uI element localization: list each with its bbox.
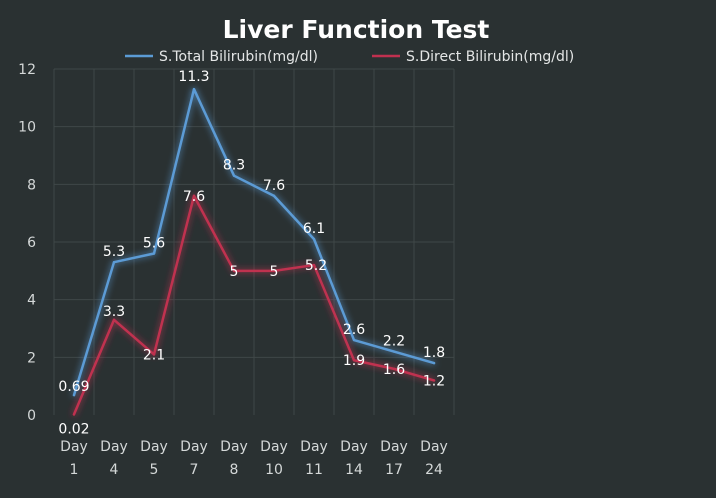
x-tick-label: Day 1 — [60, 439, 88, 478]
data-label: 2.6 — [343, 322, 365, 338]
legend: S.Total Bilirubin(mg/dl) S.Direct Bilirub… — [125, 49, 574, 65]
data-label: 0.69 — [58, 379, 89, 395]
x-tick-label: Day 11 — [300, 439, 328, 478]
data-label: 5 — [270, 264, 279, 280]
series-layer — [72, 87, 436, 416]
data-point — [352, 338, 356, 342]
data-label: 5 — [230, 264, 239, 280]
y-tick-label: 12 — [18, 62, 36, 78]
data-point — [432, 361, 436, 365]
data-label: 7.6 — [263, 178, 285, 194]
data-label: 5.3 — [103, 244, 125, 260]
data-label: 2.2 — [383, 334, 405, 350]
data-label: 3.3 — [103, 304, 125, 320]
data-point — [152, 252, 156, 255]
data-label: 1.8 — [423, 345, 445, 361]
legend-label: S.Direct Bilirubin(mg/dl) — [406, 49, 574, 65]
data-point — [272, 194, 276, 198]
data-point — [152, 353, 156, 356]
x-tick-label: Day 24 — [420, 439, 448, 478]
data-label: 11.3 — [178, 69, 209, 85]
x-tick-label: Day 10 — [260, 439, 288, 478]
data-point — [192, 87, 196, 91]
y-tick-label: 10 — [18, 120, 36, 136]
data-label: 2.1 — [143, 347, 165, 363]
data-point — [72, 413, 76, 416]
data-point — [312, 263, 316, 267]
data-point — [392, 367, 396, 371]
x-tick-label: Day 4 — [100, 439, 128, 478]
data-point — [232, 174, 236, 177]
data-label: 5.2 — [305, 258, 327, 274]
y-tick-label: 6 — [27, 235, 36, 251]
x-tick-label: Day 14 — [340, 439, 368, 478]
data-label: 8.3 — [223, 158, 245, 174]
data-label: 5.6 — [143, 236, 165, 252]
series-line-total-bilirubin — [72, 87, 436, 397]
x-axis: Day 1 Day 4 Day 5 Day 7 Day 8 Day 10 Day 11 Day 14 Day 17… — [60, 439, 448, 478]
y-tick-label: 2 — [27, 350, 36, 366]
y-tick-label: 4 — [27, 293, 36, 309]
data-point — [312, 237, 316, 241]
y-axis: 0 2 4 6 8 10 12 — [18, 62, 36, 424]
x-tick-label: Day 17 — [380, 439, 408, 478]
data-labels: 0.69 5.3 5.6 11.3 8.3 7.6 6.1 2.6 2.2 1.8 0.02 3.3 2… — [58, 69, 445, 437]
series-line-direct-bilirubin — [72, 194, 436, 416]
chart-title: Liver Function Test — [223, 15, 490, 44]
data-point — [352, 359, 356, 362]
data-label: 6.1 — [303, 221, 325, 237]
data-label: 1.9 — [343, 353, 365, 369]
x-tick-label: Day 8 — [220, 439, 248, 478]
data-point — [112, 318, 116, 322]
data-point — [72, 393, 76, 397]
x-tick-label: Day 5 — [140, 439, 168, 478]
data-label: 7.6 — [183, 189, 205, 205]
data-point — [432, 379, 436, 382]
data-point — [392, 350, 396, 353]
data-point — [272, 269, 276, 273]
data-point — [192, 194, 196, 198]
data-point — [112, 260, 116, 264]
data-point — [232, 269, 236, 273]
data-label: 1.6 — [383, 362, 405, 378]
legend-label: S.Total Bilirubin(mg/dl) — [159, 49, 318, 65]
x-tick-label: Day 7 — [180, 439, 208, 478]
data-label: 1.2 — [423, 373, 445, 389]
y-tick-label: 8 — [27, 177, 36, 193]
data-label: 0.02 — [58, 421, 89, 437]
y-tick-label: 0 — [27, 408, 36, 424]
gridlines — [53, 68, 455, 415]
